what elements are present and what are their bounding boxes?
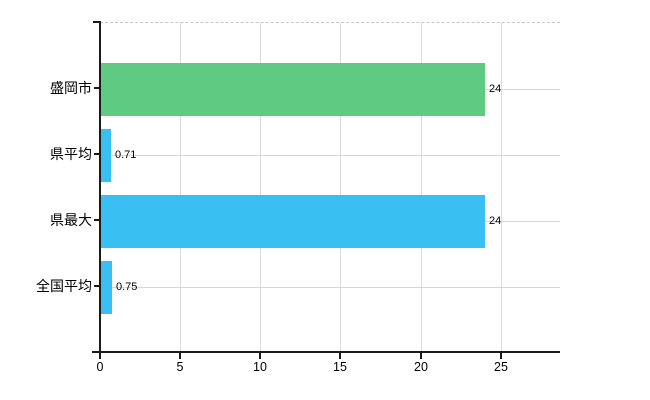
- x-axis-tick: [259, 353, 261, 359]
- y-axis-tick: [94, 153, 100, 155]
- vertical-gridline: [340, 23, 341, 353]
- category-label: 全国平均: [36, 278, 92, 294]
- category-label: 県平均: [50, 146, 92, 162]
- horizontal-gridline: [100, 155, 560, 156]
- category-label: 盛岡市: [50, 80, 92, 96]
- y-axis-top-tick: [93, 21, 101, 23]
- x-axis-tick: [99, 353, 101, 359]
- horizontal-gridline: [100, 287, 560, 288]
- x-tick-label: 0: [96, 360, 104, 374]
- plot-area: 24 0.71 24 0.75: [100, 22, 560, 353]
- x-axis-tick: [420, 353, 422, 359]
- bar-1: [100, 129, 111, 182]
- y-axis-line: [99, 22, 101, 352]
- vertical-gridline: [180, 23, 181, 353]
- y-axis-tick: [94, 219, 100, 221]
- bar-value-label: 0.71: [115, 149, 137, 161]
- vertical-gridline: [260, 23, 261, 353]
- bar-0: [100, 63, 485, 116]
- x-tick-label: 15: [333, 360, 347, 374]
- x-axis-tick: [500, 353, 502, 359]
- x-axis-tick: [179, 353, 181, 359]
- bar-value-label: 0.75: [116, 281, 138, 293]
- bar-3: [100, 261, 112, 314]
- bar-value-label: 24: [489, 83, 502, 95]
- y-axis-tick: [94, 285, 100, 287]
- y-axis-tick: [94, 87, 100, 89]
- vertical-gridline: [501, 23, 502, 353]
- category-label: 県最大: [50, 212, 92, 228]
- x-axis-tick: [339, 353, 341, 359]
- bar-2: [100, 195, 485, 248]
- bar-value-label: 24: [489, 215, 502, 227]
- x-axis-line: [92, 351, 560, 353]
- x-tick-label: 25: [494, 360, 508, 374]
- x-tick-label: 20: [414, 360, 428, 374]
- x-tick-label: 10: [253, 360, 267, 374]
- vertical-gridline: [421, 23, 422, 353]
- x-tick-label: 5: [176, 360, 184, 374]
